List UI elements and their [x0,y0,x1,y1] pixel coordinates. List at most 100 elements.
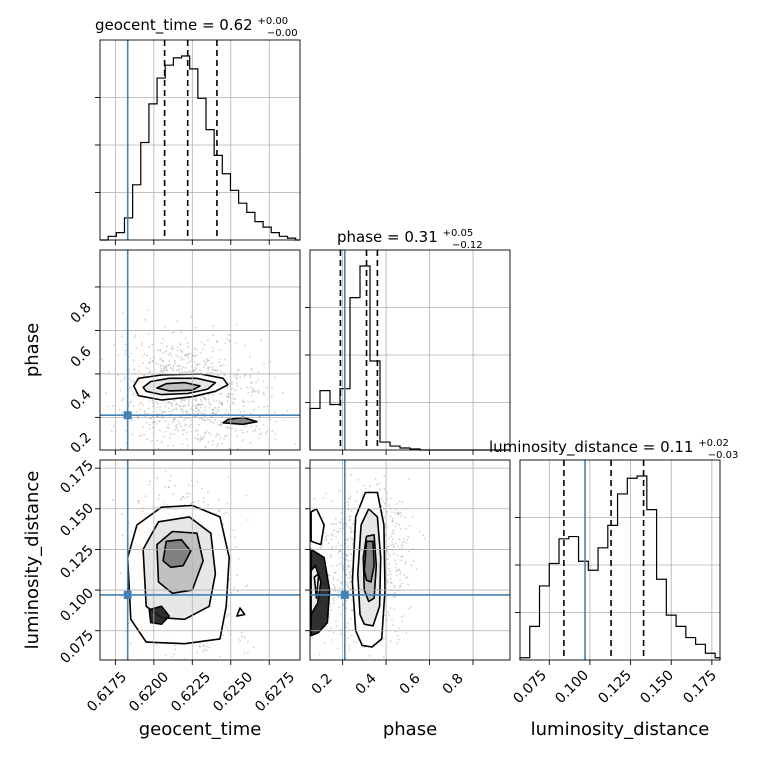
sample-point [146,354,149,357]
sample-point [348,571,351,573]
sample-point [215,512,218,515]
sample-point [350,510,353,513]
sample-point [262,380,265,383]
sample-point [348,565,350,568]
sample-point [220,402,223,405]
sample-point [390,535,393,538]
sample-point [331,534,334,537]
sample-point [168,401,171,404]
sample-point [202,650,204,652]
sample-point [332,578,335,581]
sample-point [241,439,244,442]
sample-point [252,390,255,392]
sample-point [173,361,176,364]
sample-point [307,603,309,605]
sample-point [322,516,325,519]
sample-point [172,444,175,447]
sample-point [401,543,404,545]
sample-point [379,488,381,491]
sample-point [137,415,139,418]
sample-point [401,555,404,558]
sample-point [330,523,333,526]
sample-point [185,410,188,412]
sample-point [110,430,113,433]
sample-point [263,362,265,364]
sample-point [244,344,246,347]
sample-point [132,393,134,396]
sample-point [168,486,171,488]
sample-point [392,545,395,548]
sample-point [181,408,184,411]
sample-point [351,537,353,540]
sample-point [167,401,170,404]
sample-point [189,370,191,373]
sample-point [321,542,324,544]
contour-level [162,538,192,569]
sample-point [176,402,178,405]
sample-point [244,374,247,377]
sample-point [274,433,276,435]
sample-point [214,368,217,371]
sample-point [301,565,303,567]
sample-point [255,425,258,428]
sample-point [290,596,292,598]
sample-point [402,574,405,576]
sample-point [345,559,348,561]
sample-point [184,366,187,369]
sample-point [155,644,158,646]
sample-point [350,531,353,534]
sample-point [195,348,198,351]
sample-point [154,421,157,423]
sample-point [131,433,134,436]
sample-point [208,406,211,409]
sample-point [179,498,182,501]
sample-point [337,596,340,599]
sample-point [212,325,215,328]
sample-point [250,386,252,389]
sample-point [252,388,254,390]
sample-point [162,360,165,362]
sample-point [164,430,167,433]
sample-point [339,549,341,552]
sample-point [278,602,280,604]
sample-point [237,451,239,453]
sample-point [201,437,204,440]
xtick-label-phase: 0.2 [309,671,336,698]
sample-point [332,597,335,600]
sample-point [204,406,207,409]
sample-point [161,412,163,414]
sample-point [286,571,288,573]
truth-marker [123,411,132,420]
sample-point [222,634,225,637]
sample-point [234,546,237,548]
sample-point [307,619,309,621]
sample-point [322,496,325,499]
sample-point [173,418,175,420]
sample-point [218,361,221,364]
sample-point [297,558,299,560]
sample-point [203,418,206,421]
sample-point [216,374,219,376]
sample-point [352,530,355,533]
panel-frame [309,459,511,661]
sample-point [197,500,200,502]
sample-point [288,573,290,575]
sample-point [128,387,131,389]
sample-point [159,349,162,352]
sample-point [167,401,170,403]
sample-point [164,420,167,423]
sample-point [348,516,351,519]
sample-point [318,653,321,656]
sample-point [186,444,189,447]
sample-point [230,427,233,430]
sample-point [128,378,131,380]
sample-point [404,563,406,565]
sample-point [239,640,242,643]
sample-point [182,366,184,368]
sample-point [167,426,170,429]
sample-point [122,397,125,400]
sample-point [183,428,186,431]
sample-point [400,559,403,562]
sample-point [237,590,239,593]
sample-point [203,648,206,651]
